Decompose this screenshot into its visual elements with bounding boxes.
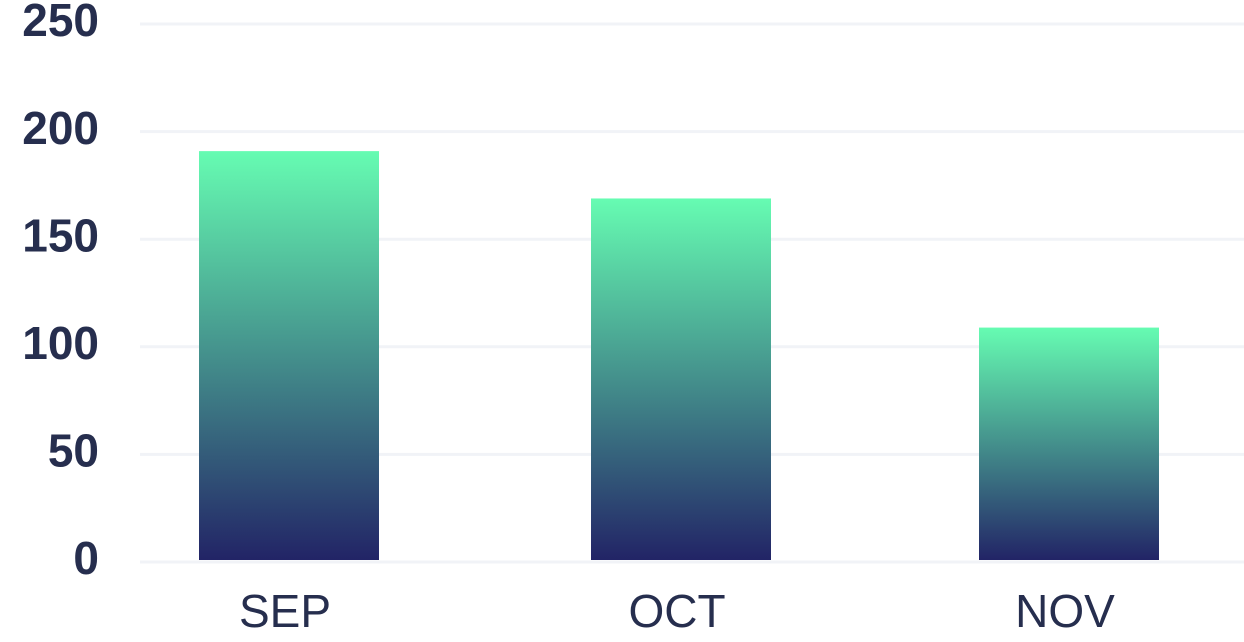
bar-nov (979, 327, 1159, 560)
bars (199, 151, 1159, 561)
y-tick-label: 50 (48, 425, 99, 477)
y-tick-label: 100 (22, 317, 99, 369)
x-axis-labels: SEP OCT NOV (239, 585, 1115, 637)
y-tick-label: 150 (22, 209, 99, 261)
bar-oct (591, 198, 771, 561)
x-tick-label-sep: SEP (239, 585, 331, 637)
y-axis-ticks: 0 50 100 150 200 250 (22, 0, 99, 584)
x-tick-label-nov: NOV (1015, 585, 1115, 637)
y-tick-label: 200 (22, 102, 99, 154)
y-tick-label: 250 (22, 0, 99, 46)
bar-sep (199, 151, 379, 560)
x-tick-label-oct: OCT (628, 585, 725, 637)
y-tick-label: 0 (73, 532, 99, 584)
